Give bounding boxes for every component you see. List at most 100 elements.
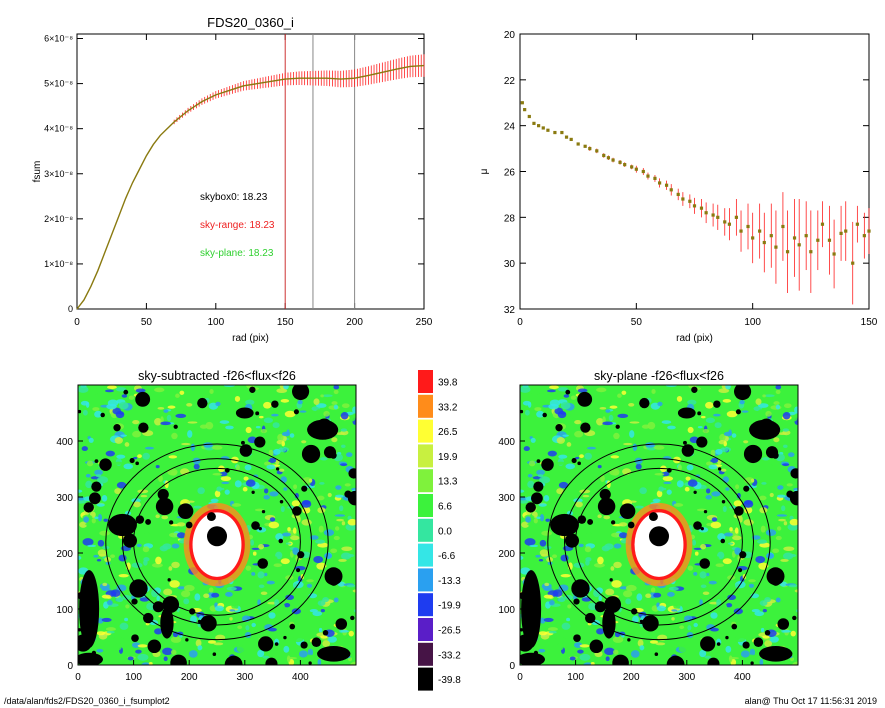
- skyplane-noise-blob: [708, 580, 717, 585]
- skysub-noise-blob: [121, 394, 128, 398]
- skyplane-noise-blob: [547, 627, 558, 631]
- skysub-noise-blob: [162, 543, 172, 550]
- skyplane-star-mask: [587, 519, 594, 525]
- skysub-noise-blob: [101, 617, 112, 623]
- skysub-noise-blob: [243, 476, 249, 481]
- mu-point: [809, 250, 813, 254]
- skyplane-noise-blob: [617, 393, 622, 398]
- skyplane-noise-blob: [588, 602, 597, 611]
- skyplane-star-mask: [542, 412, 547, 418]
- skyplane-noise-blob: [655, 642, 666, 646]
- skysub-noise-blob: [83, 516, 90, 523]
- skysub-star-mask: [324, 567, 343, 586]
- skysub-core-mask-small: [206, 512, 216, 522]
- skyplane-noise-blob: [693, 622, 698, 628]
- skyplane-noise-blob: [735, 484, 740, 490]
- skyplane-noise-blob: [539, 514, 545, 522]
- skysub-noise-blob: [238, 474, 243, 482]
- skysub-noise-blob: [320, 608, 325, 613]
- mu-xtick-label: 150: [861, 317, 878, 328]
- skysub-noise-blob: [120, 434, 127, 437]
- skysub-noise-blob: [93, 554, 99, 558]
- skysub-noise-blob: [210, 498, 219, 503]
- skyplane-noise-blob: [722, 558, 732, 565]
- skysub-star-mask: [197, 619, 202, 624]
- skysub-noise-blob: [132, 419, 140, 425]
- skyplane-noise-blob: [783, 403, 792, 409]
- skyplane-noise-blob: [610, 455, 620, 459]
- mu-point: [569, 137, 573, 142]
- skysub-noise-blob: [214, 490, 221, 498]
- skysub-star-mask: [177, 503, 194, 519]
- skysub-star-mask: [189, 608, 196, 615]
- skyplane-noise-blob: [613, 432, 620, 440]
- skyplane-noise-blob: [574, 419, 582, 425]
- mu-point: [523, 108, 527, 112]
- mu-ytick-label: 20: [504, 30, 516, 41]
- skysub-noise-blob: [101, 594, 112, 599]
- mu-point: [546, 128, 550, 132]
- skyplane-noise-blob: [598, 595, 602, 602]
- skyplane-noise-blob: [772, 548, 780, 554]
- skysub-noise-blob: [114, 642, 122, 651]
- skyplane-noise-blob: [673, 503, 684, 507]
- skyplane-noise-blob: [718, 388, 730, 394]
- skyplane-noise-blob: [630, 650, 640, 658]
- skyplane-star-mask: [735, 409, 741, 415]
- mu-point: [785, 250, 790, 254]
- skyplane-noise-blob: [656, 605, 666, 612]
- skysub-noise-blob: [163, 656, 168, 662]
- skyplane-noise-blob: [618, 522, 628, 527]
- mu-point: [583, 144, 587, 148]
- skysub-star-mask: [271, 400, 279, 408]
- skyplane-star-mask: [599, 488, 611, 501]
- skyplane-noise-blob: [565, 463, 576, 470]
- skyplane-noise-blob: [622, 590, 633, 598]
- colorbar-label: -13.3: [438, 576, 461, 587]
- skysub-noise-blob: [339, 505, 344, 512]
- skyplane-star-mask: [707, 657, 720, 665]
- skysub-noise-blob: [313, 556, 324, 564]
- skyplane-star-mask: [642, 615, 659, 632]
- skysub-star-mask: [94, 459, 99, 464]
- skysub-noise-blob: [188, 650, 198, 658]
- skysub-ytick-label: 400: [56, 437, 73, 448]
- skyplane-noise-blob: [716, 599, 722, 607]
- skysub-noise-blob: [290, 535, 300, 541]
- skyplane-noise-blob: [786, 483, 793, 487]
- skyplane-noise-blob: [708, 464, 718, 470]
- skyplane-noise-blob: [728, 656, 740, 660]
- skysub-noise-blob: [335, 485, 342, 490]
- skyplane-star-mask: [520, 628, 524, 632]
- skyplane-noise-blob: [667, 591, 675, 597]
- skysub-noise-blob: [234, 395, 241, 402]
- skyplane-noise-blob: [782, 411, 791, 420]
- skysub-noise-blob: [302, 506, 311, 514]
- skysub-noise-blob: [269, 517, 276, 522]
- skyplane-noise-blob: [564, 490, 569, 496]
- skyplane-star-mask: [720, 538, 726, 544]
- skysub-noise-blob: [341, 444, 346, 448]
- skysub-noise-blob: [106, 403, 117, 410]
- skyplane-noise-blob: [764, 597, 771, 603]
- skyplane-noise-blob: [700, 543, 707, 550]
- colorbar-label: -26.5: [438, 626, 461, 637]
- skysub-noise-blob: [85, 473, 91, 478]
- mu-point: [792, 236, 797, 240]
- skysub-noise-blob: [340, 411, 349, 420]
- mu-point: [762, 240, 766, 245]
- skyplane-noise-blob: [611, 580, 622, 588]
- skyplane-noise-blob: [523, 446, 530, 452]
- skyplane-star-mask: [700, 526, 704, 531]
- skysub-noise-blob: [236, 644, 245, 653]
- skyplane-noise-blob: [702, 429, 710, 434]
- skysub-noise-blob: [155, 465, 160, 469]
- skyplane-noise-blob: [776, 514, 788, 517]
- skyplane-noise-blob: [566, 617, 571, 622]
- skysub-star-mask: [308, 661, 312, 665]
- skyplane-noise-blob: [613, 543, 622, 549]
- skyplane-noise-blob: [756, 539, 768, 544]
- skysub-noise-blob: [280, 399, 290, 403]
- skyplane-noise-blob: [775, 385, 782, 390]
- skyplane-noise-blob: [525, 516, 532, 523]
